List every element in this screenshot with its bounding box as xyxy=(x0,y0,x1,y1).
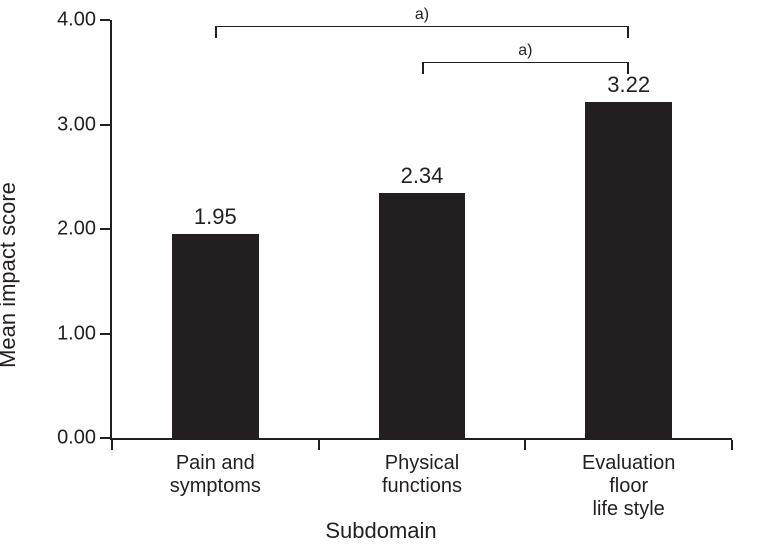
significance-bracket xyxy=(627,26,629,38)
significance-bracket xyxy=(215,26,217,38)
significance-bracket xyxy=(627,62,629,74)
x-axis-label: Subdomain xyxy=(0,518,762,544)
x-tick xyxy=(318,440,320,450)
bar xyxy=(379,193,466,438)
y-tick xyxy=(100,19,110,21)
y-tick-label: 0.00 xyxy=(57,427,96,450)
y-tick-label: 3.00 xyxy=(57,113,96,136)
category-label: Pain and symptoms xyxy=(170,452,261,498)
bar xyxy=(585,102,672,438)
bar-value-label: 1.95 xyxy=(194,204,237,234)
significance-label: a) xyxy=(415,6,429,26)
y-axis-label: Mean impact score xyxy=(0,182,21,368)
x-tick xyxy=(524,440,526,450)
bar-value-label: 3.22 xyxy=(607,72,650,102)
y-tick xyxy=(100,228,110,230)
y-tick-label: 1.00 xyxy=(57,322,96,345)
y-tick xyxy=(100,333,110,335)
category-label: Evaluation floor life style xyxy=(577,452,680,521)
bar xyxy=(172,234,259,438)
x-tick xyxy=(731,440,733,450)
y-tick-label: 4.00 xyxy=(57,9,96,32)
x-tick xyxy=(111,440,113,450)
y-tick xyxy=(100,124,110,126)
bar-value-label: 2.34 xyxy=(401,163,444,193)
significance-bracket xyxy=(215,26,628,28)
y-tick xyxy=(100,437,110,439)
plot-area: 0.001.002.003.004.001.95Pain and symptom… xyxy=(110,20,732,440)
significance-bracket xyxy=(422,62,424,74)
y-tick-label: 2.00 xyxy=(57,218,96,241)
significance-label: a) xyxy=(518,42,532,62)
significance-bracket xyxy=(422,62,629,64)
category-label: Physical functions xyxy=(382,452,462,498)
bar-chart: Mean impact score 0.001.002.003.004.001.… xyxy=(0,0,762,550)
